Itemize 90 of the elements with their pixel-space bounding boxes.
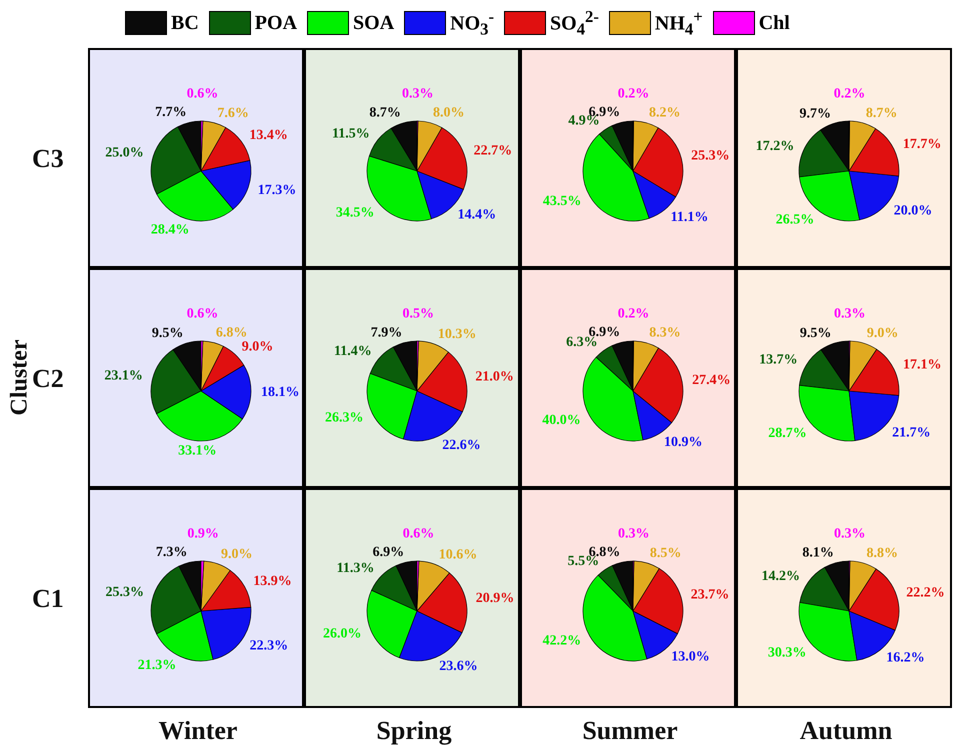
data-label: 26.5%	[776, 212, 814, 228]
data-label: 13.0%	[671, 650, 710, 665]
data-label: 25.0%	[105, 146, 144, 161]
data-label: 13.7%	[759, 352, 798, 368]
text: C3	[32, 144, 64, 174]
data-label: 8.1%	[802, 545, 834, 560]
legend-label: BC	[171, 12, 199, 34]
data-label: 7.3%	[156, 545, 188, 560]
data-label: 13.9%	[253, 574, 292, 590]
legend-label: Chl	[758, 12, 790, 34]
text: Spring	[375, 716, 453, 746]
data-label: 22.6%	[442, 438, 481, 453]
data-label: 7.7%	[155, 105, 187, 120]
data-label: 0.2%	[618, 306, 650, 322]
data-label: 0.3%	[402, 86, 434, 102]
data-label: 33.1%	[178, 443, 217, 458]
data-label: 25.3%	[105, 584, 144, 600]
data-label: 14.2%	[762, 568, 800, 584]
data-label: 21.0%	[475, 370, 514, 385]
data-label: 22.7%	[474, 144, 512, 159]
data-label: 8.2%	[649, 106, 680, 121]
data-label: 18.1%	[260, 385, 300, 400]
data-label: 11.5%	[332, 126, 370, 142]
data-label: 8.3%	[649, 326, 681, 341]
data-label: 6.9%	[372, 544, 404, 560]
data-label: 17.3%	[258, 182, 296, 198]
data-label: 26.3%	[324, 410, 364, 426]
data-label: 17.1%	[903, 357, 942, 372]
data-label: 23.7%	[690, 587, 730, 602]
data-label: 43.5%	[542, 194, 582, 210]
data-label: 7.6%	[217, 106, 249, 121]
text: C1	[32, 584, 64, 614]
data-label: 9.7%	[800, 106, 831, 122]
data-label: 10.9%	[664, 434, 703, 450]
data-label: 13.4%	[249, 128, 288, 143]
data-label: 0.9%	[187, 526, 219, 542]
data-label: 0.3%	[834, 306, 866, 322]
data-label: 9.5%	[800, 326, 832, 342]
data-label: 17.2%	[756, 138, 794, 154]
text: Winter	[158, 716, 238, 746]
data-label: 0.2%	[834, 86, 866, 102]
data-label: 8.7%	[866, 106, 898, 121]
data-label: 10.3%	[438, 327, 476, 342]
data-label: 8.0%	[433, 106, 464, 121]
data-label: 22.3%	[250, 638, 288, 654]
data-label: 0.6%	[186, 86, 218, 102]
legend-label: SOA	[353, 12, 394, 34]
data-label: 8.8%	[866, 546, 898, 562]
data-label: 0.3%	[618, 526, 650, 542]
data-label: 28.7%	[768, 426, 807, 442]
data-label: 42.2%	[542, 634, 582, 649]
data-label: 25.3%	[691, 148, 730, 164]
data-label: 14.4%	[458, 208, 496, 223]
data-label: 8.7%	[369, 106, 401, 121]
data-label: 8.5%	[650, 546, 682, 561]
data-label: 21.7%	[892, 425, 931, 440]
data-label: 30.3%	[768, 646, 806, 661]
data-label: 11.3%	[336, 561, 374, 576]
data-label: 23.1%	[104, 368, 143, 384]
data-label: 16.2%	[886, 650, 925, 666]
data-label: 0.5%	[402, 306, 434, 322]
data-label: 10.6%	[438, 548, 478, 563]
data-label: 0.3%	[834, 526, 866, 542]
data-label: 9.5%	[152, 326, 184, 342]
data-label: 17.7%	[902, 137, 942, 152]
data-label: 23.6%	[439, 659, 478, 674]
data-label: 21.3%	[138, 658, 176, 674]
data-label: 11.4%	[334, 344, 372, 360]
data-label: 27.4%	[692, 373, 731, 388]
data-label: 9.0%	[866, 326, 898, 342]
legend-label: POA	[254, 12, 298, 34]
data-label: 11.1%	[670, 210, 708, 226]
data-label: 26.0%	[323, 626, 362, 642]
text: Cluster	[6, 338, 33, 418]
text: C2	[32, 364, 64, 394]
data-label: 6.8%	[216, 325, 248, 340]
data-label: 20.0%	[894, 203, 932, 218]
data-label: 0.2%	[618, 86, 650, 102]
data-label: 7.9%	[370, 325, 402, 340]
data-label: 28.4%	[150, 222, 190, 238]
data-label: 34.5%	[336, 206, 374, 221]
data-label: 40.0%	[542, 413, 581, 428]
data-label: 9.0%	[220, 546, 252, 562]
data-label: 9.0%	[242, 339, 274, 354]
data-label: 22.2%	[906, 586, 945, 601]
data-label: 0.6%	[186, 306, 218, 322]
data-label: 0.6%	[402, 526, 434, 542]
data-label: 20.9%	[476, 591, 514, 606]
text: Autumn	[798, 716, 894, 746]
text: Summer	[581, 716, 679, 746]
